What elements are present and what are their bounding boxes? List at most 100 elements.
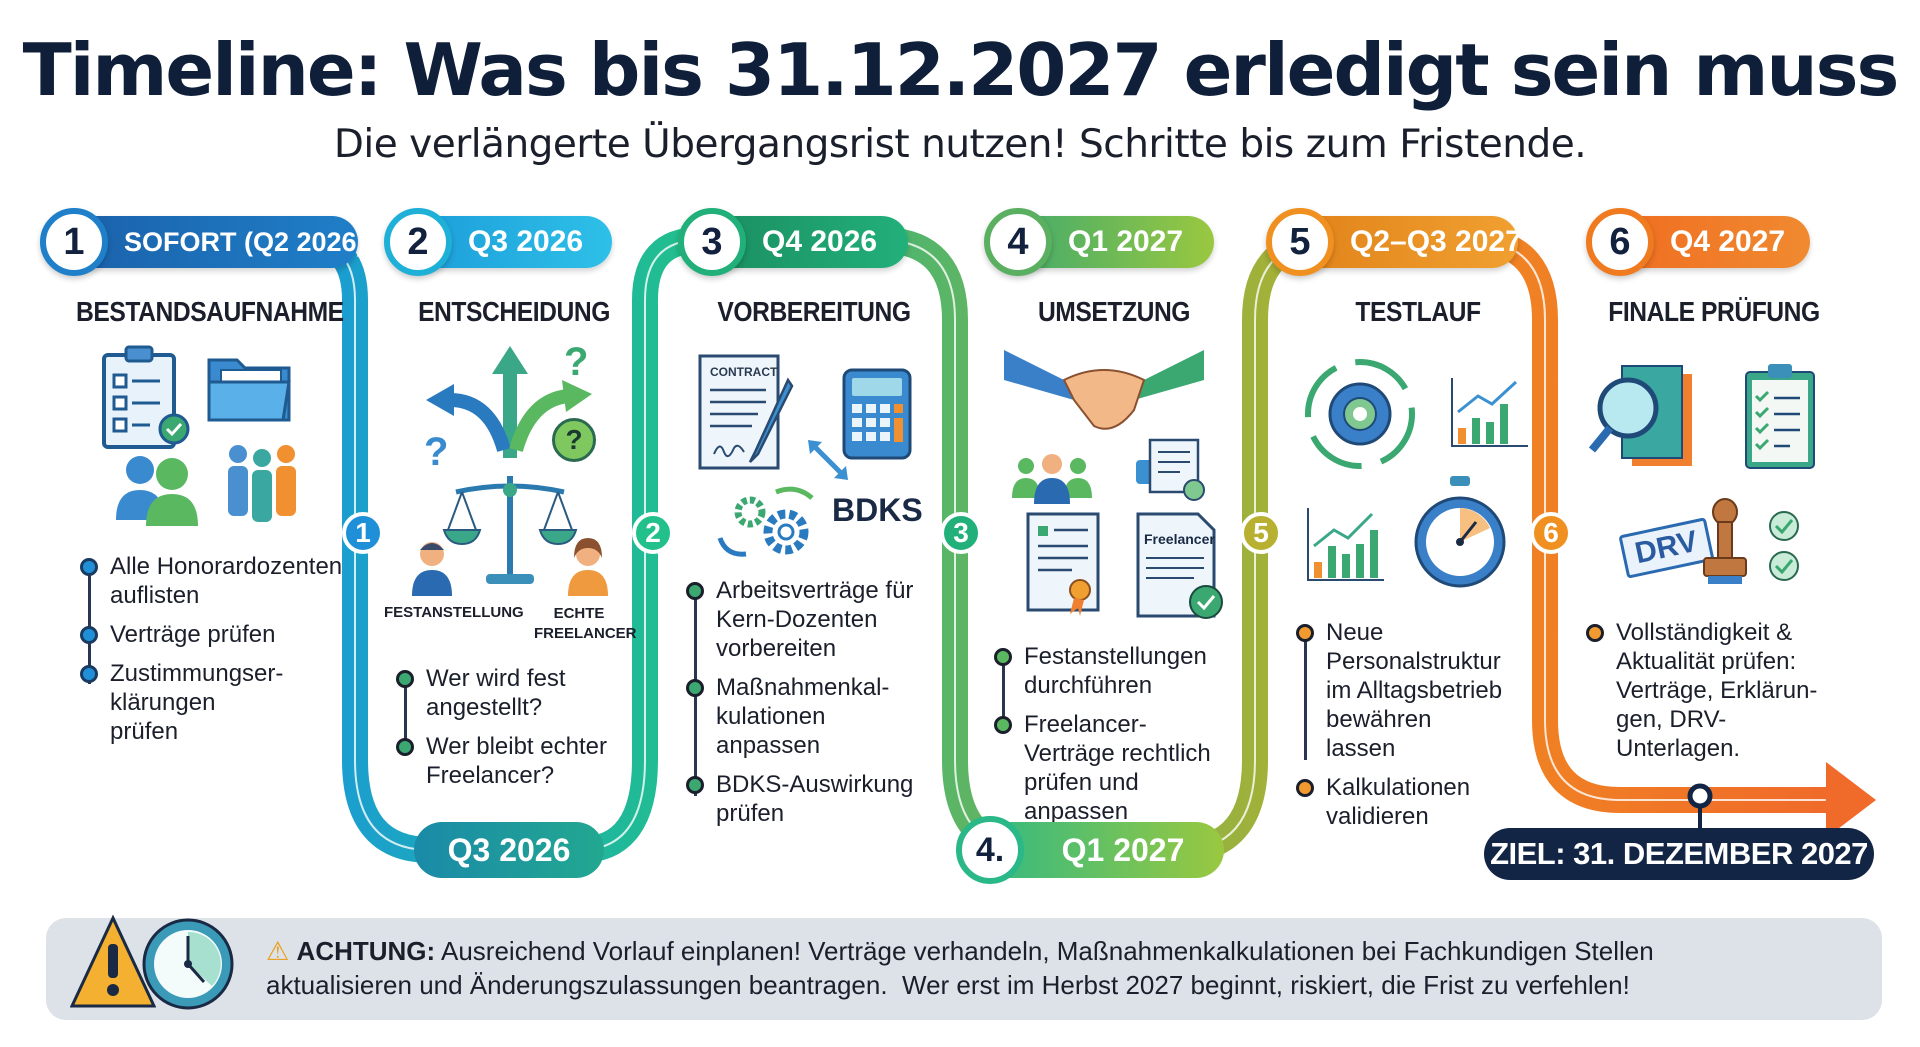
- employee-avatar-icon: [412, 542, 452, 596]
- calculator-icon: [842, 368, 912, 460]
- magnifier-documents-icon: [1588, 365, 1692, 466]
- bullet-dot: [396, 670, 414, 688]
- freelancer-word: Freelancer: [1144, 531, 1215, 547]
- goal-badge: ZIEL: 31. DEZEMBER 2027: [1484, 828, 1874, 880]
- warning-text: ⚠ ACHTUNG: Ausreichend Vorlauf einplanen…: [266, 934, 1866, 1002]
- contract-icon: CONTRACT: [698, 354, 794, 470]
- bullet-dot: [994, 648, 1012, 666]
- phase-5-header: 5 Q2–Q3 2027: [1266, 208, 1522, 276]
- bullet: Alle Honorardozenten auflisten: [80, 552, 350, 610]
- phase-1-period: SOFORT (Q2 2026): [124, 226, 366, 257]
- team-icon: [1012, 454, 1092, 504]
- bullet: Wer bleibt echter Freelancer?: [396, 732, 616, 790]
- bullet-dot: [994, 716, 1012, 734]
- phase-2-number: 2: [384, 208, 452, 276]
- track-marker-6: 6: [1530, 512, 1572, 554]
- phase-2-bullets: Wer wird fest angestellt? Wer bleibt ech…: [396, 664, 626, 800]
- phase-2-bottom-label: Q3 2026: [414, 822, 604, 878]
- phase-2-period: Q3 2026: [468, 225, 584, 258]
- phase-3-period: Q4 2026: [762, 225, 878, 258]
- growth-chart-icon: [1307, 508, 1384, 581]
- warning-line-2: aktualisieren und Änderungszulassungen b…: [266, 970, 1630, 1000]
- clock-icon: [142, 918, 234, 1010]
- phase-1-number: 1: [40, 208, 108, 276]
- phase-2-title: ENTSCHEIDUNG: [418, 296, 610, 327]
- phase-6-title: FINALE PRÜFUNG: [1608, 296, 1820, 327]
- bullet: Kalkulationen validieren: [1296, 773, 1486, 831]
- label-festanstellung: FESTANSTELLUNG: [384, 604, 524, 621]
- stamp-icon: [1703, 498, 1747, 584]
- phase-3-bullets: Arbeitsverträge für Kern-Dozenten vorber…: [686, 576, 936, 838]
- track-marker-3: 3: [940, 512, 982, 554]
- bullet: BDKS-Auswirkung prüfen: [686, 770, 926, 828]
- bullet-dot: [80, 558, 98, 576]
- phase-5-period: Q2–Q3 2027: [1350, 225, 1522, 258]
- bdks-label: BDKS: [832, 492, 923, 528]
- warning-line-1: Ausreichend Vorlauf einplanen! Verträge …: [441, 936, 1654, 966]
- page-subtitle: Die verlängerte Übergangsrist nutzen! Sc…: [333, 122, 1587, 167]
- phase-4-header: 4 Q1 2027: [984, 208, 1214, 276]
- check-icon: [1769, 511, 1799, 541]
- question-icon: ?: [424, 430, 449, 474]
- bullet: Wer wird fest angestellt?: [396, 664, 566, 722]
- bullet-dot: [1586, 624, 1604, 642]
- split-arrows-icon: [426, 346, 592, 458]
- people-group-icon: [116, 445, 296, 526]
- stopwatch-icon: [1414, 476, 1506, 588]
- bullet: Arbeitsverträge für Kern-Dozenten vorber…: [686, 576, 926, 663]
- page-title: Timeline: Was bis 31.12.2027 erledigt se…: [22, 28, 1900, 112]
- handshake-icon: [1004, 350, 1204, 430]
- phase-1-title: BESTANDSAUFNAHME: [76, 296, 344, 327]
- bullet-dot: [686, 776, 704, 794]
- bullet-dot: [1296, 779, 1314, 797]
- warning-label: ACHTUNG:: [296, 936, 436, 966]
- warning-triangle-icon: [70, 914, 156, 1008]
- bullet: Verträge prüfen: [80, 620, 350, 649]
- bullet: Vollständigkeit & Aktualität prüfen: Ver…: [1586, 618, 1836, 763]
- bullet-dot: [686, 582, 704, 600]
- phase-3-title: VORBEREITUNG: [717, 296, 911, 327]
- label-echte-freelancer: ECHTE FREELANCER: [534, 605, 637, 642]
- bullet: Maßnahmenkal-kulationen anpassen: [686, 673, 889, 760]
- phase-6-header: 6 Q4 2027: [1586, 208, 1810, 276]
- question-icon: ?: [564, 340, 589, 384]
- track-marker-1: 1: [342, 512, 384, 554]
- phase-4-number: 4: [984, 208, 1052, 276]
- warning-inline-icon: ⚠: [266, 936, 290, 966]
- certificate-icon: [1026, 512, 1100, 616]
- phase-6-number: 6: [1586, 208, 1654, 276]
- folder-icon: [207, 358, 291, 422]
- phase-5-bullets: Neue Personalstruktur im Alltagsbetrieb …: [1296, 618, 1526, 841]
- freelancer-document-icon: Freelancer: [1136, 512, 1223, 619]
- bullet-dot: [80, 665, 98, 683]
- certificate-chat-icon: [1136, 438, 1205, 501]
- bullet-dot: [396, 738, 414, 756]
- question-bubble-icon: ?: [552, 418, 596, 462]
- phase-6-bullets: Vollständigkeit & Aktualität prüfen: Ver…: [1586, 618, 1866, 773]
- checklist-clipboard-icon: [102, 345, 190, 449]
- bullet: Neue Personalstruktur im Alltagsbetrieb …: [1296, 618, 1506, 763]
- bullet-dot: [80, 626, 98, 644]
- bullet: Festanstellungen durchführen: [994, 642, 1207, 700]
- track-marker-5: 5: [1240, 512, 1282, 554]
- phase-4-bottom-number: 4.: [956, 816, 1024, 884]
- check-icon: [1769, 551, 1799, 581]
- checklist-icon: [1745, 364, 1815, 469]
- freelancer-avatar-icon: [568, 538, 608, 596]
- contract-word: CONTRACT: [710, 365, 778, 379]
- warning-box: [46, 918, 1882, 1020]
- track-marker-2: 2: [632, 512, 674, 554]
- bullet-dot: [686, 679, 704, 697]
- phase-5-title: TESTLAUF: [1355, 296, 1481, 327]
- bullet: Zustimmungser-klärungen prüfen: [80, 659, 283, 746]
- phase-1-bullets: Alle Honorardozenten auflisten Verträge …: [80, 552, 350, 756]
- phase-5-number: 5: [1266, 208, 1334, 276]
- phase-4-title: UMSETZUNG: [1037, 296, 1191, 327]
- bullet: Freelancer-Verträge rechtlich prüfen und…: [994, 710, 1234, 826]
- phase-2-header: 2 Q3 2026: [384, 208, 612, 276]
- cycle-gear-icon: [1305, 359, 1415, 469]
- phase-3-header: 3 Q4 2026: [678, 208, 908, 276]
- phase-4-bottom-label: 4. Q1 2027: [956, 816, 1224, 884]
- phase-6-period: Q4 2027: [1670, 225, 1786, 258]
- phase-1-header: 1 SOFORT (Q2 2026): [40, 208, 366, 276]
